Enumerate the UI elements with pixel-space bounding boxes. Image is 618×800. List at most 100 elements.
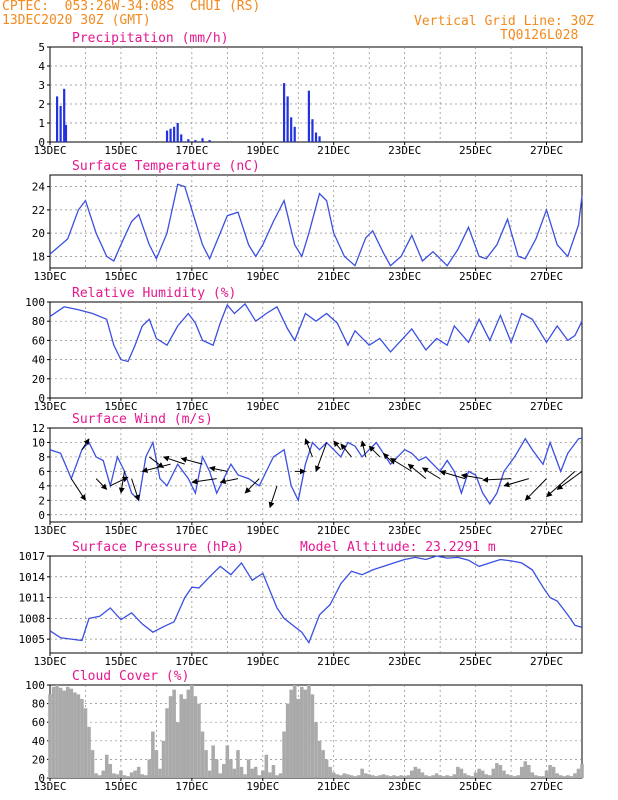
precipitation-bar [55,96,59,142]
cloud-cover-bar [541,776,545,778]
cloud-cover-bar [516,775,520,778]
cloud-cover-bar [459,768,464,778]
cloud-cover-bar [232,768,237,778]
cloud-cover-ytick-label: 80 [32,698,45,711]
cloud-cover-bar [172,689,176,778]
wind-ytick-label: 6 [38,465,45,478]
temperature-xtick-label: 19DEC [246,270,279,283]
cloud-cover-bar [420,772,425,778]
humidity-xtick-label: 13DEC [33,400,66,413]
cloud-cover-bar [236,750,240,778]
cloud-cover-bar [395,776,400,778]
temperature-ytick-label: 20 [32,227,45,240]
cloud-cover-bar [406,775,410,778]
cloud-cover-bar [73,692,77,778]
header-grid-note: Vertical Grid Line: 30Z [414,14,595,29]
cloud-cover-bar [356,775,361,778]
humidity-frame [49,301,583,399]
cloud-cover-bar [200,731,205,778]
wind-arrow [70,478,86,501]
cloud-cover-bar [115,774,120,778]
cloud-cover-bar [285,703,290,778]
temperature-frame [49,174,583,269]
cloud-cover-bar [101,770,105,778]
cloud-cover-ytick-label: 60 [32,716,45,729]
precipitation-bar [63,88,66,142]
precipitation-bar [282,83,286,142]
pressure-xtick-label: 25DEC [459,655,492,668]
cloud-cover-bar [505,774,510,778]
wind-arrow [268,485,278,509]
pressure-ytick-label: 1008 [19,612,46,625]
cloud-cover-xtick-label: 19DEC [246,780,279,793]
cloud-cover-bar [62,690,66,778]
cloud-cover-bar [69,688,74,778]
cloud-cover-bar [477,768,481,778]
precipitation-ytick-label: 2 [38,98,45,111]
cloud-cover-bar [246,759,251,778]
precipitation-title: Precipitation (mm/h) [72,31,229,46]
cloud-cover-bar [218,773,223,778]
cloud-cover-bar [331,772,336,778]
cloud-cover-bar [119,770,123,778]
cloud-cover-bar [97,775,102,778]
cloud-cover-bar [360,768,364,778]
cloud-cover-bar [434,773,439,778]
wind-xtick-label: 17DEC [175,524,208,537]
cloud-cover-bar [385,775,389,778]
cloud-cover-xtick-label: 15DEC [104,780,137,793]
cloud-cover-bar [551,766,556,778]
pressure-xtick-label: 21DEC [317,655,350,668]
cloud-cover-bar [339,775,343,778]
cloud-cover-bar [126,776,130,778]
cloud-cover-bar [431,775,435,778]
cloud-cover-bar [580,764,584,778]
precipitation-xtick-label: 25DEC [459,144,492,157]
cloud-cover-bar [427,776,432,778]
wind-arrow [95,478,108,490]
wind-xtick-label: 27DEC [530,524,563,537]
cloud-cover-bar [222,764,226,778]
precipitation-xtick-label: 23DEC [388,144,421,157]
cloud-cover-bar [257,775,262,778]
cloud-cover-bar [335,774,340,778]
cloud-cover-bar [289,689,293,778]
precipitation-ytick-label: 1 [38,117,45,130]
precipitation-ytick-label: 5 [38,41,45,54]
wind-arrow [219,478,239,485]
cloud-cover-bar [292,685,297,778]
cloud-cover-xtick-label: 17DEC [175,780,208,793]
pressure-ytick-label: 1005 [19,633,46,646]
cloud-cover-bar [576,768,581,778]
cloud-cover-bar [488,775,492,778]
wind-arrow [421,467,441,480]
cloud-cover-bar [314,722,318,778]
cloud-cover-bar [346,774,350,778]
humidity-xtick-label: 21DEC [317,400,350,413]
cloud-cover-bar [399,775,403,778]
cloud-cover-bar [512,776,517,778]
precipitation-bar [165,130,169,142]
pressure-ytick-label: 1011 [19,592,46,605]
cloud-cover-bar [214,759,219,778]
wind-ytick-label: 4 [38,480,45,493]
cloud-cover-bar [51,686,56,778]
wind-arrow [368,445,381,458]
temperature-line [49,183,583,267]
humidity-ytick-label: 0 [38,392,45,405]
precipitation-bar [176,123,179,142]
cloud-cover-bar [491,768,496,778]
cloud-cover-bar [374,776,379,778]
cloud-cover-bar [136,766,141,778]
wind-ytick-label: 12 [32,422,45,435]
cloud-cover-bar [140,774,144,778]
cloud-cover-bar [495,763,499,778]
humidity-line [49,302,583,363]
cloud-cover-ytick-label: 40 [32,735,45,748]
cloud-cover-bar [466,775,471,778]
pressure-xtick-label: 19DEC [246,655,279,668]
wind-ytick-label: 0 [38,509,45,522]
wind-ytick-label: 10 [32,436,45,449]
temperature-xtick-label: 27DEC [530,270,563,283]
cloud-cover-bar [271,764,276,778]
